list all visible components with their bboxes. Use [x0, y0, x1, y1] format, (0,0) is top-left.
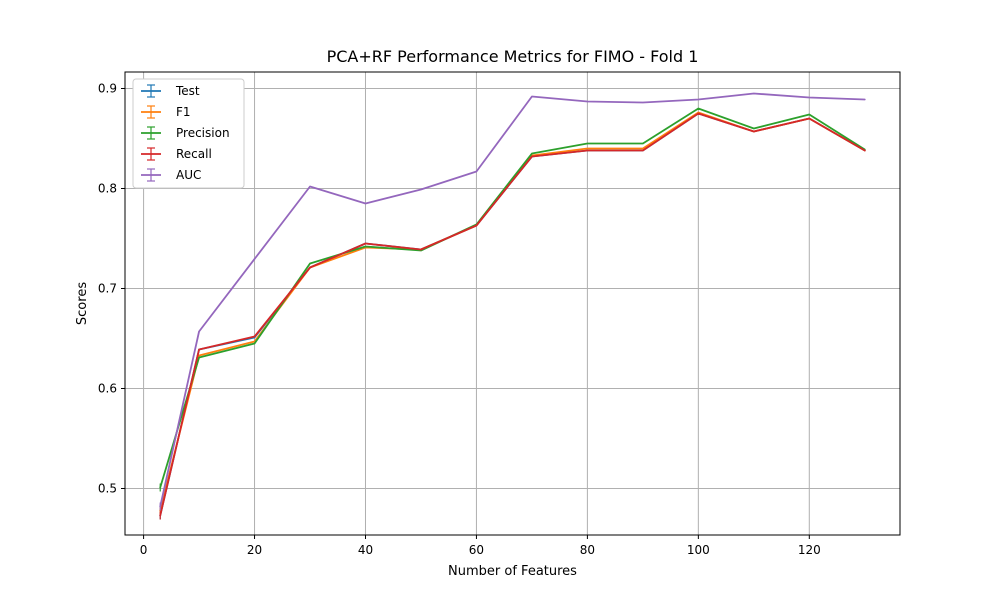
series-line-auc	[159, 92, 866, 508]
x-tick-label: 80	[580, 543, 595, 557]
y-tick-label: 0.7	[98, 282, 117, 296]
y-tick-label: 0.6	[98, 382, 117, 396]
legend-label-test: Test	[175, 84, 200, 98]
y-tick-label: 0.5	[98, 482, 117, 496]
x-tick-label: 0	[140, 543, 148, 557]
legend-frame	[132, 78, 245, 189]
x-tick-label: 100	[687, 543, 710, 557]
grid-layer	[125, 72, 900, 535]
x-tick-label: 40	[358, 543, 373, 557]
chart-title: PCA+RF Performance Metrics for FIMO - Fo…	[327, 47, 699, 66]
x-axis-label: Number of Features	[448, 564, 577, 579]
series-line-recall	[159, 112, 866, 517]
legend-label-precision: Precision	[176, 126, 230, 140]
y-tick-label: 0.9	[98, 82, 117, 96]
x-tick-label: 20	[247, 543, 262, 557]
tick-layer	[121, 88, 810, 539]
tick-label-layer: 0 20 40 60 80 100 120 0.5 0.6 0.7 0.8 0.9	[98, 82, 821, 558]
legend: Test F1 Precision Recall AUC	[132, 78, 245, 189]
legend-items: Test F1 Precision Recall AUC	[141, 84, 230, 182]
legend-label-auc: AUC	[176, 168, 201, 182]
y-axis-label: Scores	[75, 282, 90, 325]
legend-label-recall: Recall	[176, 147, 212, 161]
y-tick-label: 0.8	[98, 182, 117, 196]
series-layer	[159, 92, 866, 520]
legend-label-f1: F1	[176, 105, 191, 119]
series-line-precision	[159, 107, 866, 489]
x-tick-label: 60	[469, 543, 484, 557]
plot-frame	[124, 71, 901, 536]
x-tick-label: 120	[798, 543, 821, 557]
